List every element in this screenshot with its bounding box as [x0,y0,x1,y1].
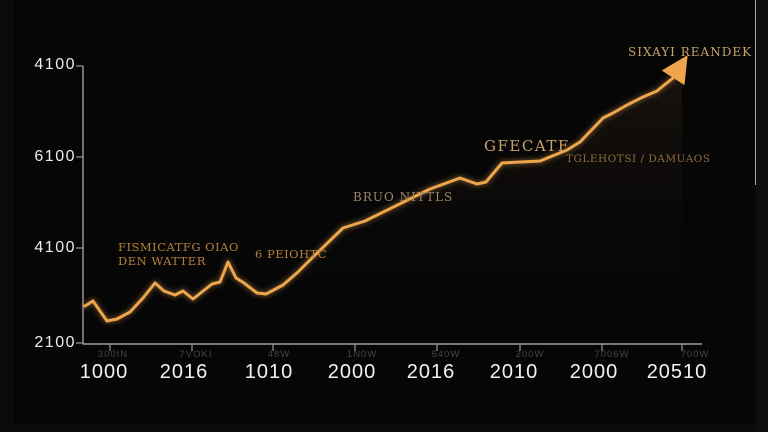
x-minor-label-5: 540W [431,349,461,360]
annotation-mid-left: 6 PEIOHTC [255,247,328,261]
y-axis-label-4: 2100 [34,334,76,351]
x-minor-label-2: 7VOKI [179,349,213,360]
x-major-label-3: 1010 [244,361,294,383]
x-minor-label-3: 48W [267,349,291,360]
annotation-upper-sub: TGLEHOTSI / DAMUAOS [566,153,711,165]
x-minor-label-7: 7006W [594,349,630,360]
y-axis-ticks [76,65,83,344]
x-major-label-7: 2000 [569,361,619,383]
y-axis-label-1: 4100 [34,56,76,73]
x-minor-label-4: 1N0W [346,349,378,360]
right-vertical-line [755,0,756,185]
x-major-label-6: 2010 [489,361,539,383]
annotation-left-line1: FISMICATFG OIAO [118,240,239,254]
area-under-line [85,64,682,344]
bottom-edge-strip [0,424,768,432]
annotation-peak: SIXAYI REANDEK [628,45,753,59]
x-minor-label-1: 300IN [97,349,129,360]
x-major-label-4: 2000 [327,361,377,383]
x-major-label-1: 1000 [79,361,129,383]
annotation-mid: BRUO NITTLS [353,190,454,204]
annotation-left-line2: DEN WATTER [118,254,206,268]
x-axis-ticks [109,344,683,351]
annotation-left-block: FISMICATFG OIAO DEN WATTER [118,240,239,268]
trend-line [83,55,688,323]
x-major-label-8: 20510 [646,361,708,383]
y-axis-label-2: 6100 [34,148,76,165]
x-minor-label-8: 700W [680,349,710,360]
x-minor-label-6: 200W [515,349,545,360]
x-major-label-2: 2016 [159,361,209,383]
y-axis-label-3: 4100 [34,239,76,256]
left-edge-strip [0,0,13,432]
x-major-label-5: 2016 [406,361,456,383]
annotation-upper: GFECATE [484,137,571,155]
right-edge-strip [756,0,768,432]
